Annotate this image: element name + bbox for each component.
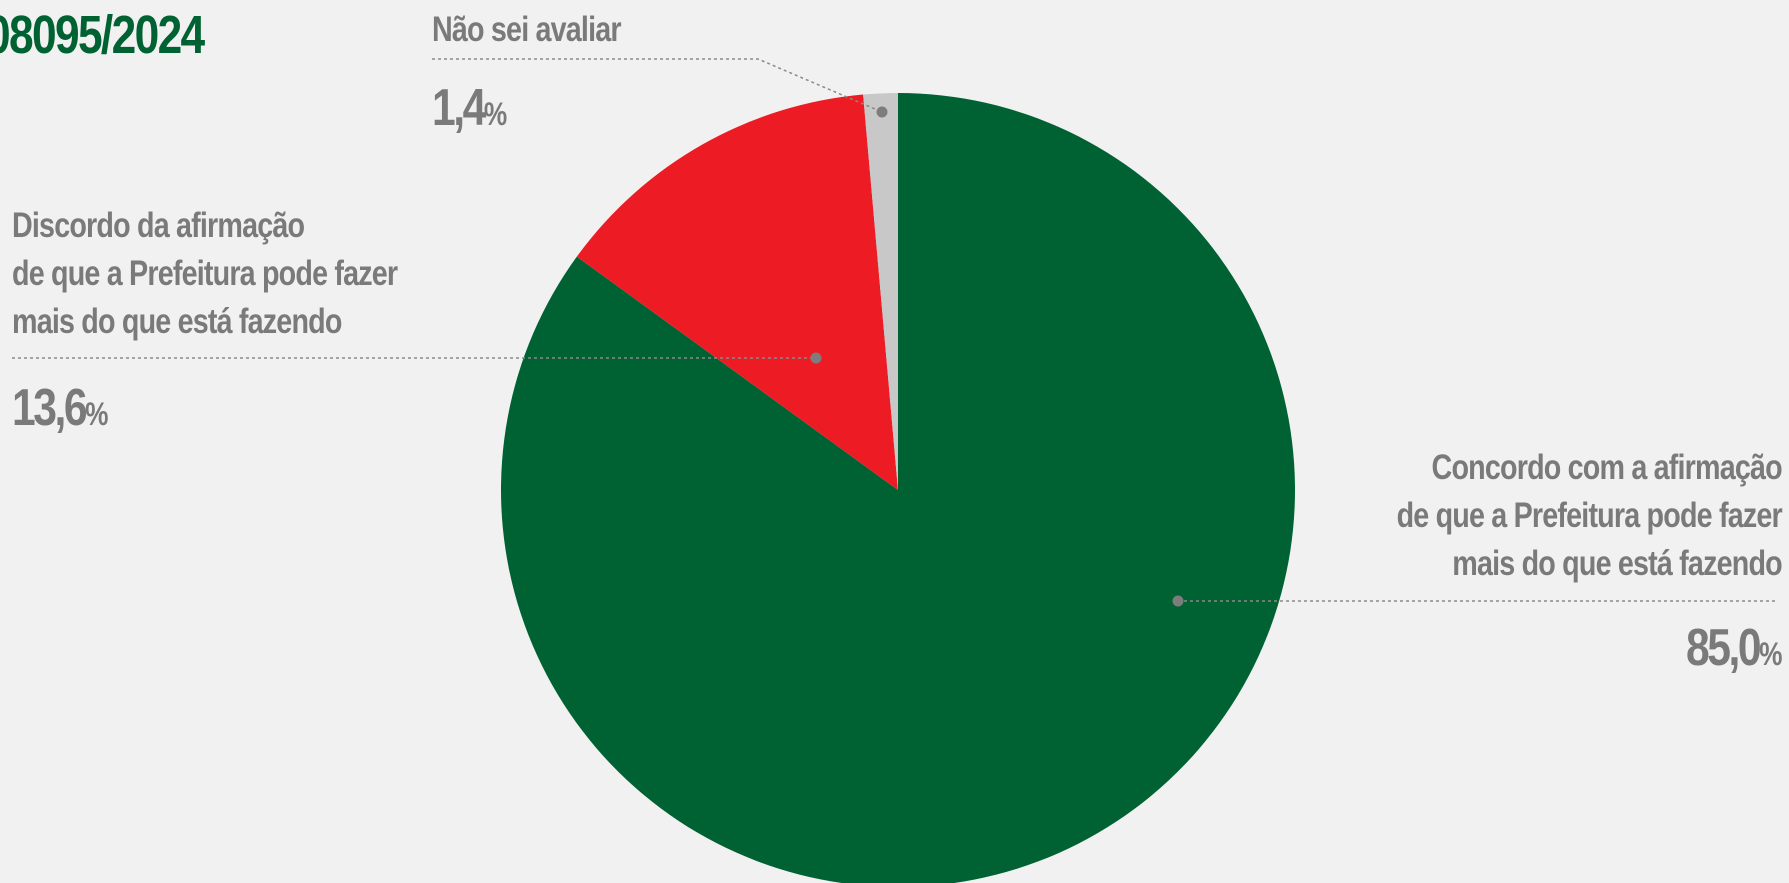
slice-label-concordo-line-2: de que a Prefeitura pode fazer (1396, 496, 1783, 535)
slice-value-discordo-number: 13,6 (12, 379, 88, 437)
slice-label-concordo-line-3: mais do que está fazendo (1452, 544, 1782, 583)
leader-dot-nao-sei (876, 106, 888, 118)
pie-slice-discordo (576, 94, 898, 490)
survey-code: 08095/2024 (0, 5, 205, 65)
slice-label-discordo-line-1: Discordo da afirmação (12, 206, 305, 245)
slice-label-concordo-line-1: Concordo com a afirmação (1431, 448, 1783, 487)
leader-dot-concordo (1172, 595, 1184, 607)
pie-slice-concordo (501, 93, 1295, 883)
slice-label-discordo-line-3: mais do que está fazendo (12, 302, 342, 341)
slice-value-concordo-unit: % (1759, 636, 1782, 672)
slice-value-discordo: 13,6% (12, 378, 109, 438)
leader-dot-discordo (810, 352, 822, 364)
leader-line-nao-sei (432, 58, 883, 113)
slice-label-concordo: Concordo com a afirmação de que a Prefei… (1396, 444, 1783, 588)
slice-label-discordo: Discordo da afirmação de que a Prefeitur… (12, 202, 398, 346)
slice-value-nao-sei: 1,4% (432, 78, 507, 138)
slice-value-concordo-number: 85,0 (1686, 619, 1762, 677)
pie-slices (501, 93, 1295, 883)
leader-lines (12, 58, 1778, 607)
slice-label-discordo-line-2: de que a Prefeitura pode fazer (12, 254, 398, 293)
slice-value-concordo: 85,0% (1686, 618, 1783, 678)
pie-slice-nao-sei (863, 93, 898, 490)
slice-value-discordo-unit: % (85, 396, 108, 432)
slice-value-nao-sei-number: 1,4 (432, 79, 486, 137)
slice-label-nao-sei-line-1: Não sei avaliar (432, 10, 622, 49)
slice-value-nao-sei-unit: % (483, 96, 507, 132)
slice-label-nao-sei: Não sei avaliar (432, 6, 622, 54)
